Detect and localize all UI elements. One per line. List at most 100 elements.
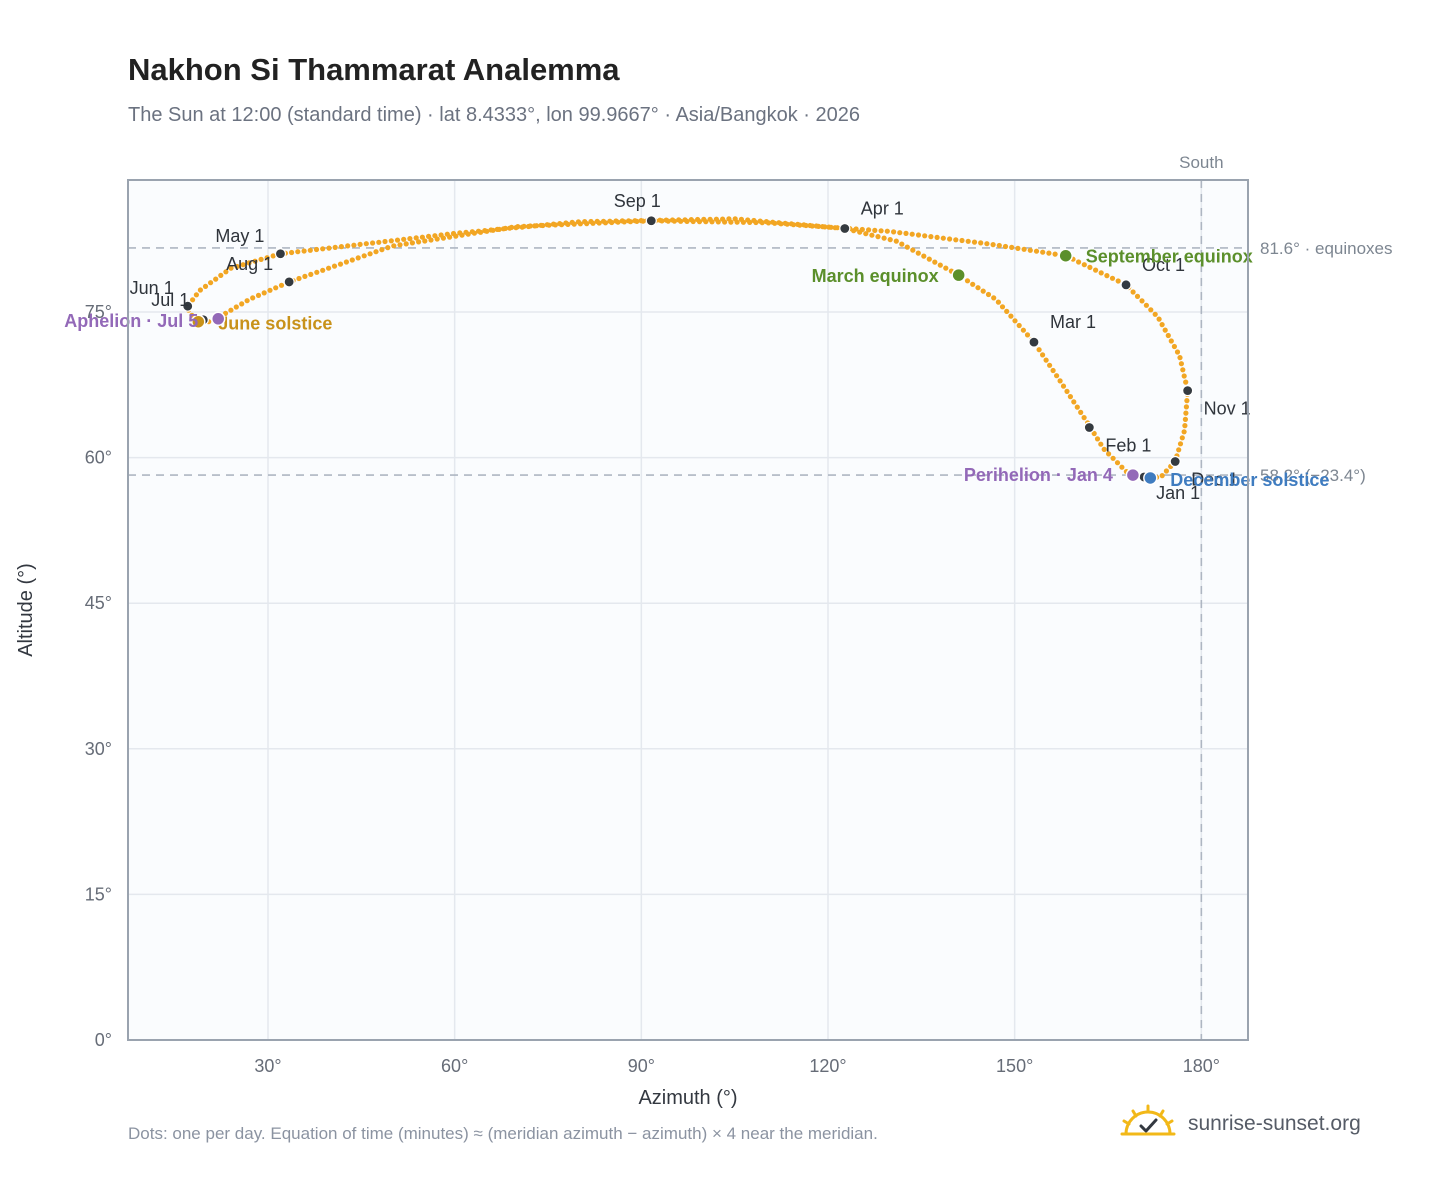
- x-tick-label: 180°: [1183, 1056, 1220, 1076]
- daily-sun-dot: [1074, 404, 1080, 410]
- daily-sun-dot: [915, 232, 922, 238]
- daily-sun-dot: [953, 237, 959, 243]
- daily-sun-dot: [434, 236, 440, 242]
- daily-sun-dot: [1087, 264, 1093, 270]
- daily-sun-dot: [872, 227, 878, 233]
- daily-sun-dot: [627, 219, 634, 225]
- daily-sun-dot: [634, 218, 640, 224]
- daily-sun-dot: [863, 231, 869, 237]
- event-markers: March equinox September equinox June solst…: [64, 247, 1329, 490]
- daily-sun-dot: [267, 287, 273, 293]
- daily-sun-dot: [928, 234, 934, 240]
- daily-sun-dot: [301, 248, 307, 254]
- daily-sun-dot: [484, 228, 490, 234]
- month-marker-dot: [1182, 385, 1194, 397]
- daily-sun-dot: [313, 246, 320, 253]
- daily-sun-dot: [897, 230, 903, 236]
- daily-sun-dot: [527, 223, 533, 229]
- x-tick-label: 90°: [628, 1056, 655, 1076]
- daily-sun-dot: [1171, 343, 1177, 350]
- daily-sun-dot: [1016, 322, 1022, 329]
- daily-sun-dot: [337, 261, 344, 267]
- daily-sun-dot: [1174, 349, 1181, 355]
- daily-sun-dot: [453, 233, 459, 239]
- daily-sun-dot: [1114, 460, 1121, 466]
- month-marker-label: Aug 1: [226, 254, 273, 274]
- daily-sun-dot: [255, 292, 262, 298]
- daily-sun-dot: [213, 276, 219, 282]
- daily-sun-dot: [343, 259, 349, 265]
- plot-frame: [127, 179, 1249, 1041]
- y-tick-label: 0°: [95, 1030, 112, 1050]
- daily-sun-dot: [1163, 468, 1169, 474]
- altitude-reference-label: 81.6° · equinoxes: [1260, 239, 1393, 258]
- daily-sun-dot: [881, 235, 887, 241]
- daily-sun-dot: [295, 249, 301, 255]
- daily-sun-dot: [233, 304, 239, 310]
- month-marker-label: Mar 1: [1050, 312, 1096, 332]
- daily-sun-dot: [1024, 332, 1031, 338]
- daily-sun-dot: [308, 271, 314, 277]
- daily-sun-dot: [971, 239, 978, 245]
- month-marker-dot: [182, 300, 194, 312]
- daily-sun-dot: [1159, 473, 1165, 479]
- daily-sun-dot: [1052, 251, 1058, 257]
- y-tick-label: 30°: [85, 739, 112, 759]
- daily-sun-dot: [338, 244, 344, 250]
- daily-sun-dot: [250, 295, 256, 301]
- daily-sun-dot: [797, 222, 803, 228]
- daily-sun-dot: [715, 219, 721, 225]
- event-marker-label: Aphelion · Jul 5: [64, 311, 198, 331]
- daily-sun-dot: [1184, 398, 1190, 404]
- daily-sun-dot: [1064, 388, 1070, 394]
- daily-sun-dot: [943, 265, 949, 271]
- daily-sun-dot: [388, 238, 394, 244]
- month-marker-label: May 1: [215, 226, 264, 246]
- daily-sun-dot: [413, 235, 419, 241]
- daily-sun-dot: [1104, 273, 1110, 279]
- daily-sun-dot: [428, 237, 434, 243]
- daily-sun-dot: [1040, 352, 1046, 358]
- daily-sun-dot: [1050, 367, 1056, 374]
- daily-sun-dot: [1183, 404, 1189, 410]
- daily-sun-dot: [273, 285, 279, 291]
- daily-sun-dot: [577, 221, 584, 227]
- daily-sun-dot: [853, 226, 859, 232]
- daily-sun-dot: [975, 285, 981, 291]
- daily-sun-dot: [609, 219, 615, 226]
- daily-sun-dot: [1002, 243, 1009, 250]
- daily-sun-dot: [202, 283, 209, 289]
- daily-sun-dot: [1098, 441, 1104, 447]
- daily-sun-dot: [540, 222, 546, 229]
- daily-sun-dot: [379, 247, 385, 253]
- daily-sun-dot: [1148, 307, 1154, 313]
- daily-sun-dot: [932, 259, 938, 265]
- daily-sun-dot: [355, 255, 361, 261]
- daily-sun-dot: [190, 297, 196, 303]
- daily-sun-dot: [1027, 247, 1033, 253]
- daily-sun-dot: [904, 244, 910, 250]
- month-marker-dot: [839, 222, 851, 235]
- daily-sun-dot: [397, 242, 403, 248]
- reference-lines: South 81.6° · equinoxes 58.2° (−23.4°): [128, 153, 1393, 1040]
- daily-sun-dot: [246, 260, 252, 266]
- daily-sun-dot: [696, 219, 703, 225]
- daily-sun-dot: [345, 243, 351, 249]
- daily-sun-dot: [784, 221, 790, 227]
- daily-sun-dot: [1177, 355, 1183, 361]
- daily-sun-dot: [403, 241, 409, 247]
- daily-sun-dot: [1091, 430, 1097, 437]
- daily-sun-dot: [509, 224, 515, 230]
- daily-sun-dot: [1081, 415, 1087, 421]
- daily-sun-dot: [909, 231, 915, 237]
- event-marker-label: Perihelion · Jan 4: [964, 465, 1113, 485]
- daily-sun-dot: [684, 218, 690, 224]
- daily-sun-dot: [565, 221, 571, 227]
- daily-sun-dot: [546, 222, 552, 228]
- month-marker-label: Jun 1: [130, 278, 174, 298]
- x-axis-label: Azimuth (°): [638, 1087, 737, 1109]
- daily-sun-dot: [349, 257, 355, 263]
- daily-sun-dot: [884, 228, 890, 234]
- daily-sun-dot: [878, 228, 884, 234]
- daily-sun-dot: [1036, 347, 1042, 353]
